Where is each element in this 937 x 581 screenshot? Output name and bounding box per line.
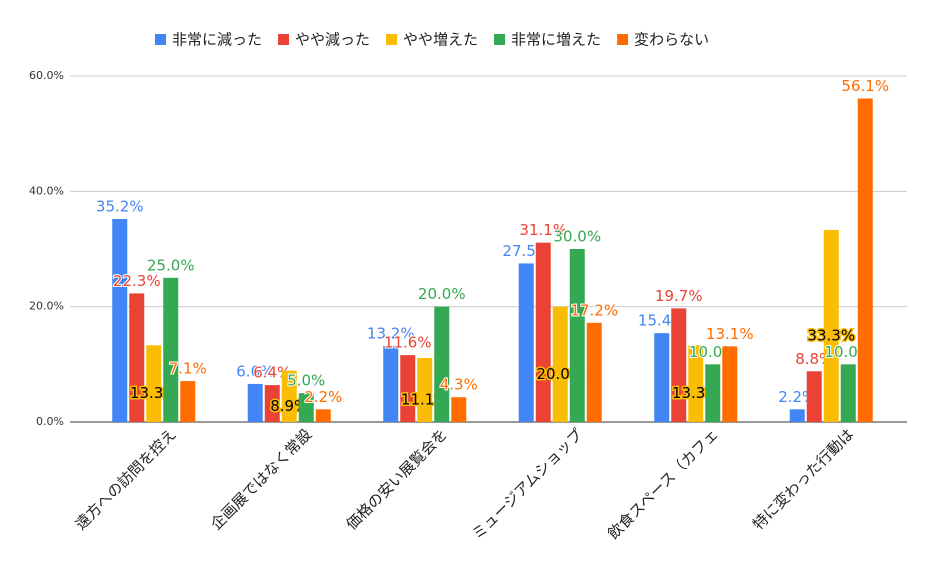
x-tick-label: 特に変わった行動は <box>749 425 857 533</box>
bar <box>518 263 534 422</box>
bar <box>806 371 822 422</box>
legend-label: やや減った <box>295 31 370 49</box>
legend-swatch <box>278 34 290 45</box>
value-label: 7.1% <box>169 360 207 378</box>
bar <box>417 357 433 422</box>
bar <box>688 345 704 422</box>
bar <box>705 364 721 422</box>
bar <box>112 219 128 422</box>
bar <box>146 345 162 422</box>
y-tick-label: 40.0% <box>29 184 64 197</box>
legend-swatch <box>494 34 506 45</box>
bar <box>315 409 331 422</box>
bar <box>129 293 145 422</box>
legend-swatch <box>155 34 166 45</box>
value-label: 56.1% <box>841 77 889 95</box>
bar <box>654 333 670 422</box>
bar <box>264 385 280 422</box>
bar <box>840 364 856 422</box>
x-tick-label: 飲食スペース（カフェ <box>604 425 722 543</box>
bar <box>163 277 179 422</box>
bar <box>823 229 839 422</box>
legend-label: やや増えた <box>403 31 478 49</box>
y-tick-label: 60.0% <box>29 69 64 82</box>
y-tick-label: 0.0% <box>36 415 64 428</box>
value-label: 31.1% <box>519 221 567 239</box>
value-label: 5.0% <box>287 372 325 390</box>
x-tick-label: 遠方への訪問を控え <box>72 425 180 533</box>
x-tick-label: 価格の安い展覧会を <box>343 425 451 533</box>
bar <box>434 306 450 422</box>
value-label: 11.6% <box>384 334 432 352</box>
bar <box>535 242 551 422</box>
legend-swatch <box>386 34 398 45</box>
value-label: 17.2% <box>570 301 618 319</box>
x-tick-label: 企画展ではなく常設 <box>207 425 315 533</box>
legend-label: 変わらない <box>634 31 709 49</box>
bar <box>857 98 873 423</box>
value-label: 13.1% <box>706 325 754 343</box>
value-label: 33.3% <box>807 326 855 344</box>
value-label: 22.3% <box>113 272 161 290</box>
bar <box>247 383 263 422</box>
bar <box>586 322 602 422</box>
value-label: 4.3% <box>440 376 478 394</box>
value-label: 35.2% <box>96 198 144 216</box>
bar <box>789 409 805 422</box>
legend-label: 非常に増えた <box>511 31 601 49</box>
bar <box>281 370 297 422</box>
bar <box>451 397 467 422</box>
bar <box>400 355 416 422</box>
bar <box>383 345 399 422</box>
value-label: 13.2% <box>367 324 415 342</box>
bar <box>180 381 196 422</box>
legend-swatch <box>617 34 629 45</box>
bar <box>671 308 687 422</box>
value-label: 25.0% <box>147 256 195 274</box>
value-label: 19.7% <box>655 287 703 305</box>
bar <box>722 346 738 422</box>
value-label: 20.0% <box>418 285 466 303</box>
value-label: 6.6% <box>236 362 274 380</box>
bar <box>569 249 585 422</box>
y-tick-label: 20.0% <box>29 300 64 313</box>
x-tick-label: ミュージアムショップ <box>468 425 586 543</box>
value-label: 30.0% <box>553 228 601 246</box>
bar <box>552 306 568 422</box>
value-label: 2.2% <box>304 388 342 406</box>
bar <box>298 393 314 422</box>
legend-label: 非常に減った <box>172 31 262 49</box>
